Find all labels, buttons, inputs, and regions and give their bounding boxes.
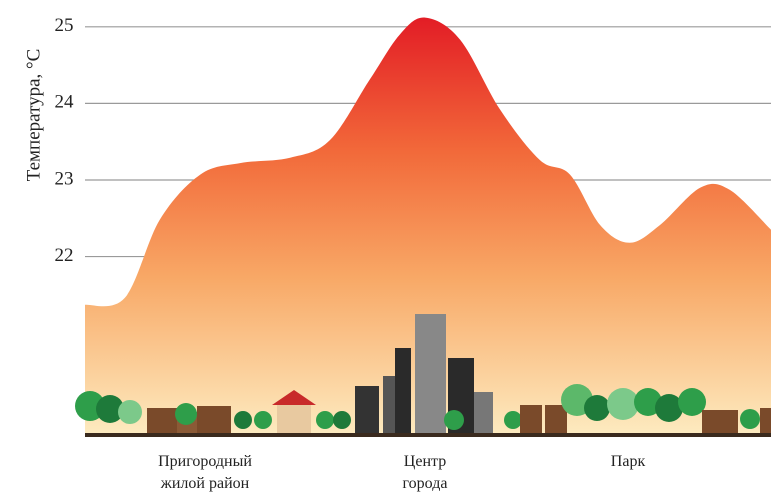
y-tick-label: 23 [55, 168, 74, 189]
category-label: Центр города [390, 451, 460, 495]
category-label: Пригородный жилой район [140, 451, 270, 495]
y-tick-label: 22 [55, 245, 74, 266]
y-tick-label: 24 [55, 92, 75, 113]
category-label: Парк [593, 451, 663, 473]
chart: 22 23 24 25 Температура, °C [0, 0, 771, 489]
y-tick-label: 25 [55, 15, 74, 36]
page: {"chart_data": {"type": "area", "y_label… [0, 0, 771, 489]
y-axis-label: Температура, °C [23, 49, 44, 182]
